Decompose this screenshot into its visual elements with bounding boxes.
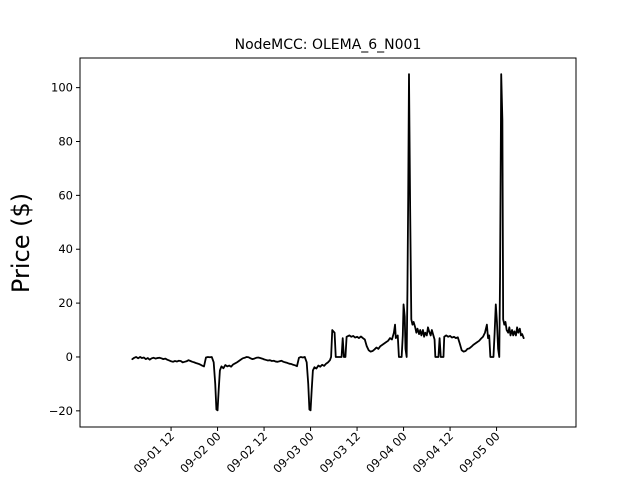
y-tick-label: 80: [58, 134, 73, 148]
y-axis-label: Price ($): [7, 193, 35, 293]
y-tick-label: 100: [51, 81, 73, 95]
series-line: [131, 73, 525, 412]
plot-area-frame: [79, 57, 577, 428]
y-tick-label: 40: [58, 242, 73, 256]
chart-title: NodeMCC: OLEMA_6_N001: [235, 37, 422, 53]
y-tick-label: −20: [49, 404, 73, 418]
y-tick-label: 20: [58, 296, 73, 310]
y-tick-label: 0: [66, 350, 73, 364]
y-axis: −20 0 20 40 60 80 100: [49, 81, 80, 418]
y-tick-label: 60: [58, 188, 73, 202]
plot-series: [131, 73, 525, 412]
